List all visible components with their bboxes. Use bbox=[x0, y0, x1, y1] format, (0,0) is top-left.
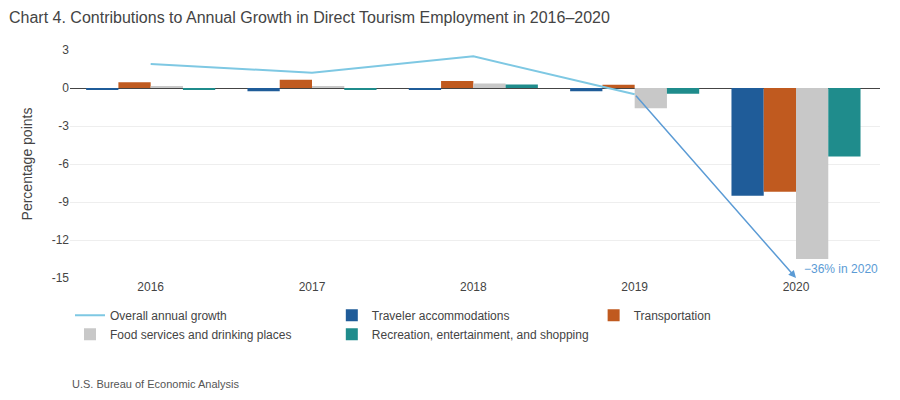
svg-text:2019: 2019 bbox=[621, 280, 648, 294]
svg-text:Recreation, entertainment, and: Recreation, entertainment, and shopping bbox=[372, 328, 589, 342]
svg-text:-15: -15 bbox=[52, 271, 70, 285]
svg-text:0: 0 bbox=[62, 81, 69, 95]
svg-text:2017: 2017 bbox=[299, 280, 326, 294]
svg-text:2016: 2016 bbox=[137, 280, 164, 294]
svg-text:Transportation: Transportation bbox=[634, 309, 711, 323]
svg-text:−36% in 2020: −36% in 2020 bbox=[804, 262, 878, 276]
svg-text:2020: 2020 bbox=[783, 280, 810, 294]
svg-text:Chart 4. Contributions to Annu: Chart 4. Contributions to Annual Growth … bbox=[9, 9, 610, 26]
svg-text:2018: 2018 bbox=[460, 280, 487, 294]
svg-text:3: 3 bbox=[62, 43, 69, 57]
svg-text:-12: -12 bbox=[52, 233, 70, 247]
svg-text:-9: -9 bbox=[58, 195, 69, 209]
svg-text:-6: -6 bbox=[58, 157, 69, 171]
svg-text:Traveler accommodations: Traveler accommodations bbox=[372, 309, 510, 323]
svg-text:U.S. Bureau of Economic Analys: U.S. Bureau of Economic Analysis bbox=[72, 378, 239, 390]
svg-text:Food services and drinking pla: Food services and drinking places bbox=[110, 328, 291, 342]
svg-text:Percentage points: Percentage points bbox=[19, 108, 35, 221]
svg-text:Overall annual growth: Overall annual growth bbox=[110, 309, 227, 323]
svg-text:-3: -3 bbox=[58, 119, 69, 133]
